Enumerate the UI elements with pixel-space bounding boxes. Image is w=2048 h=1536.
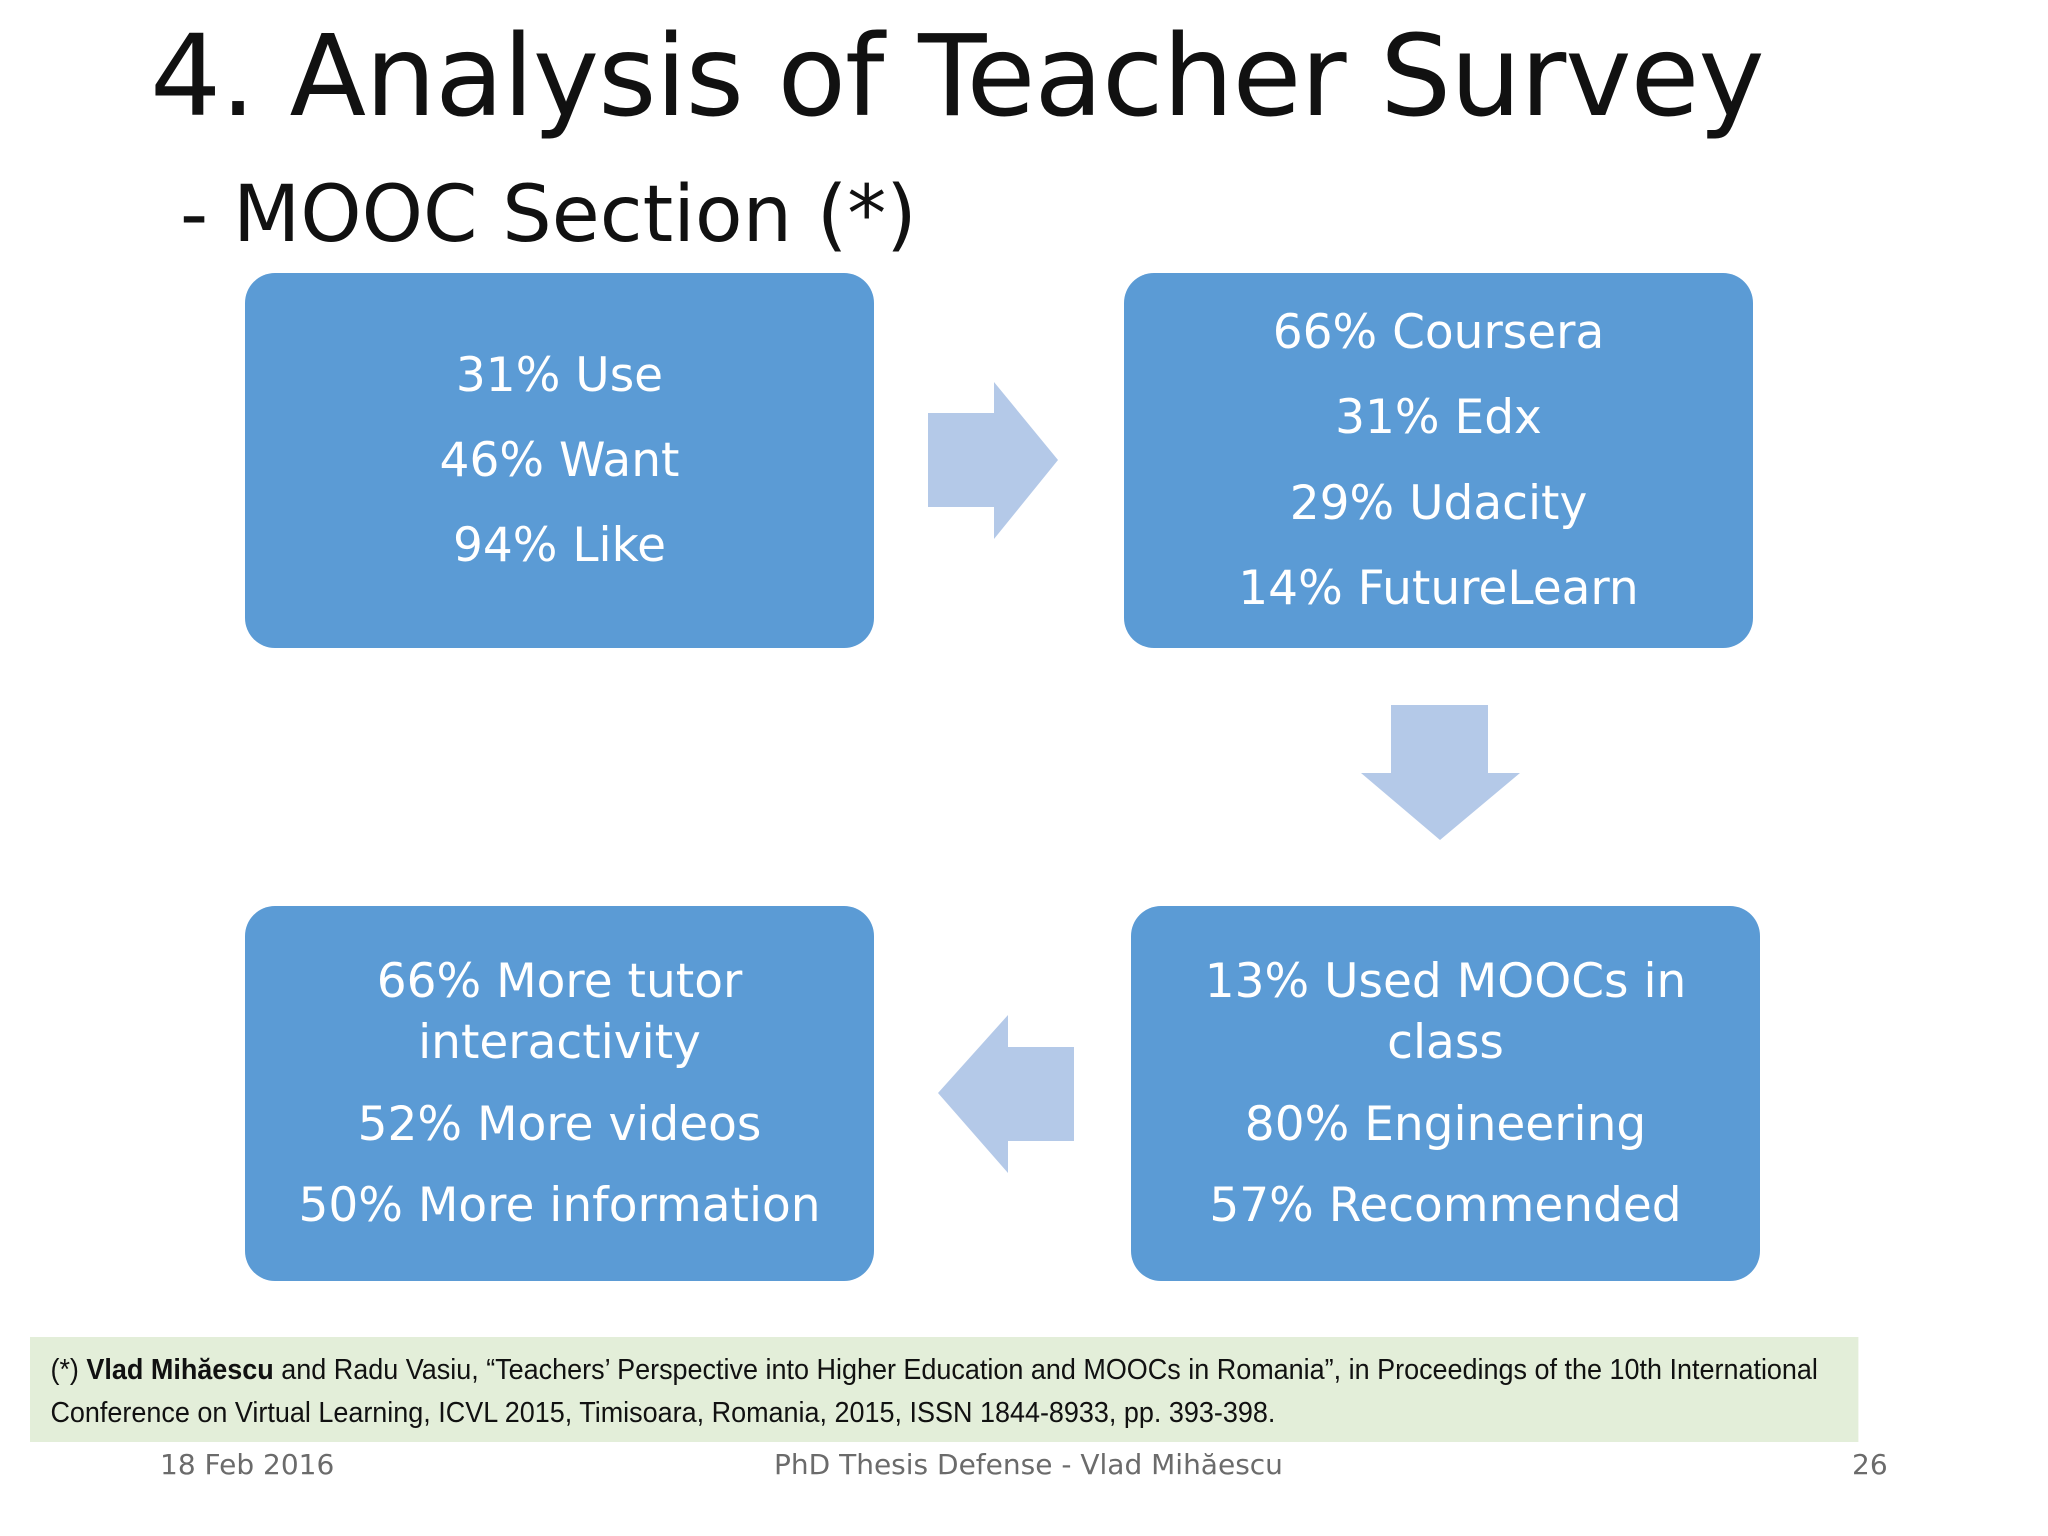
footer-presentation-title: PhD Thesis Defense - Vlad Mihăescu [774, 1448, 1283, 1481]
box-line: 14% FutureLearn [1238, 560, 1639, 616]
slide-number: 26 [1852, 1448, 1888, 1481]
box-line: 13% Used MOOCs in class [1204, 954, 1687, 1071]
step-box-classroom: 13% Used MOOCs in class 80% Engineering … [1131, 906, 1760, 1281]
slide-title: 4. Analysis of Teacher Survey [150, 12, 1765, 142]
box-line: 31% Edx [1335, 390, 1542, 446]
reference-marker: (*) [50, 1354, 79, 1386]
box-line: 66% Coursera [1272, 305, 1605, 361]
slide-subtitle: - MOOC Section (*) [180, 170, 917, 260]
box-line: 66% More tutor interactivity [376, 954, 743, 1071]
reference-text: and Radu Vasiu, “Teachers’ Perspective i… [50, 1354, 1818, 1429]
arrow-down-icon [1361, 705, 1520, 840]
reference-note: (*) Vlad Mihăescu and Radu Vasiu, “Teach… [30, 1337, 1859, 1442]
arrow-right-icon [928, 382, 1058, 539]
box-line: 29% Udacity [1289, 475, 1588, 531]
step-box-improvements: 66% More tutor interactivity 52% More vi… [245, 906, 874, 1281]
box-line: 31% Use [455, 347, 664, 403]
step-box-platforms: 66% Coursera 31% Edx 29% Udacity 14% Fut… [1124, 273, 1753, 648]
footer-date: 18 Feb 2016 [160, 1448, 335, 1481]
box-line: 46% Want [439, 432, 680, 488]
reference-author: Vlad Mihăescu [86, 1354, 274, 1386]
box-line: 50% More information [298, 1177, 821, 1233]
arrow-left-icon [938, 1015, 1074, 1173]
box-line: 80% Engineering [1244, 1096, 1647, 1152]
box-line: 52% More videos [357, 1096, 762, 1152]
box-line: 57% Recommended [1209, 1177, 1682, 1233]
box-line: 94% Like [452, 518, 667, 574]
step-box-usage: 31% Use 46% Want 94% Like [245, 273, 874, 648]
